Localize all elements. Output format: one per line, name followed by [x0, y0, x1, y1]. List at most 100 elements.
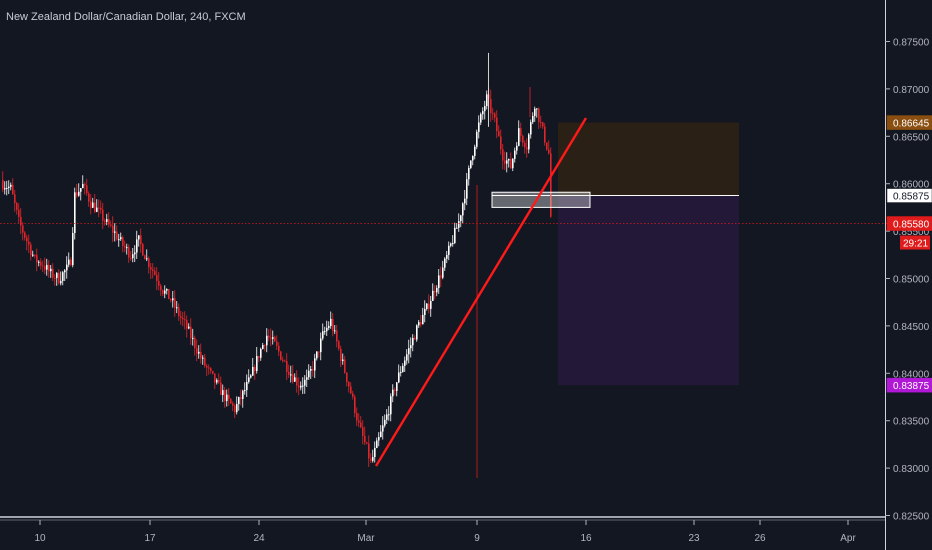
candle-body — [464, 198, 466, 204]
candle-body — [228, 394, 230, 400]
candle-body — [8, 186, 10, 189]
candle-body — [84, 184, 86, 186]
x-tick-label: 9 — [474, 533, 480, 544]
entry-price-label: 0.85875 — [893, 192, 930, 203]
candle-body — [382, 425, 384, 432]
candle-body — [392, 389, 394, 397]
y-tick-label: 0.87500 — [893, 38, 930, 49]
candle-body — [150, 267, 152, 270]
candle-body — [156, 274, 158, 281]
candle-body — [344, 359, 346, 373]
candle-body — [496, 117, 498, 132]
candle-body — [416, 325, 418, 340]
candle-body — [402, 365, 404, 372]
candle-body — [258, 356, 260, 358]
stop-loss-zone[interactable] — [558, 122, 739, 196]
candle-body — [218, 379, 220, 383]
candle-body — [154, 271, 156, 275]
candle-body — [520, 128, 522, 136]
candle-body — [100, 207, 102, 210]
candle-body — [512, 158, 514, 169]
candle-body — [124, 245, 126, 248]
candle-body — [538, 108, 540, 123]
candle-body — [390, 396, 392, 415]
candle-body — [108, 219, 110, 225]
candle-body — [290, 374, 292, 376]
candle-body — [98, 207, 100, 209]
candle-body — [236, 404, 238, 413]
x-tick-label: 26 — [754, 533, 766, 544]
candle-body — [146, 258, 148, 260]
candle-body — [376, 440, 378, 448]
candle-body — [318, 351, 320, 353]
x-tick-label: 10 — [34, 533, 46, 544]
candle-body — [112, 225, 114, 233]
candle-body — [446, 254, 448, 259]
candle-body — [274, 337, 276, 342]
trendline[interactable] — [374, 117, 588, 467]
candle-body — [198, 351, 200, 354]
candle-body — [130, 257, 132, 259]
candle-body — [166, 288, 168, 291]
candle-body — [528, 134, 530, 150]
candle-body — [296, 377, 298, 386]
candle-body — [66, 264, 68, 271]
y-tick-label: 0.82500 — [893, 512, 930, 523]
candle-body — [490, 98, 492, 114]
candle-body — [36, 254, 38, 263]
candle-body — [300, 385, 302, 388]
candle-body — [498, 131, 500, 137]
candle-body — [388, 414, 390, 416]
candle-body — [254, 367, 256, 372]
candle-body — [184, 319, 186, 321]
last-price-tag — [886, 216, 932, 231]
candle-body — [448, 245, 450, 255]
candle-body — [278, 345, 280, 352]
candle-body — [360, 422, 362, 428]
stop-loss-price-label: 0.86645 — [893, 119, 930, 130]
candle-body — [454, 227, 456, 243]
candle-body — [418, 322, 420, 326]
candle-body — [72, 232, 74, 266]
candle-body — [294, 377, 296, 382]
candle-body — [550, 153, 552, 217]
candle-body — [444, 258, 446, 268]
candle-body — [320, 338, 322, 353]
candle-body — [174, 298, 176, 308]
candle-body — [288, 371, 290, 375]
candle-body — [96, 207, 98, 212]
candle-body — [188, 326, 190, 329]
candle-body — [164, 290, 166, 294]
candle-body — [508, 159, 510, 161]
candle-body — [14, 194, 16, 203]
candle-body — [182, 317, 184, 320]
entry-price-tag — [886, 188, 932, 203]
candle-body — [484, 106, 486, 112]
candle-body — [24, 232, 26, 238]
candle-body — [280, 351, 282, 360]
candle-body — [162, 290, 164, 294]
candle-body — [506, 160, 508, 164]
candle-body — [28, 241, 30, 245]
candle-body — [492, 113, 494, 115]
candle-body — [62, 272, 64, 281]
candle-body — [536, 108, 538, 110]
candle-body — [242, 390, 244, 400]
candle-body — [548, 149, 550, 154]
candle-body — [6, 188, 8, 190]
candle-body — [158, 280, 160, 286]
y-tick-label: 0.86500 — [893, 132, 930, 143]
candle-body — [316, 351, 318, 359]
candle-body — [82, 184, 84, 189]
candle-body — [410, 345, 412, 349]
candle-body — [208, 367, 210, 369]
take-profit-zone[interactable] — [558, 195, 739, 386]
candle-body — [244, 390, 246, 392]
candle-body — [384, 419, 386, 426]
candle-body — [222, 390, 224, 395]
candle-body — [422, 315, 424, 325]
candle-body — [132, 254, 134, 259]
candle-body — [56, 273, 58, 279]
